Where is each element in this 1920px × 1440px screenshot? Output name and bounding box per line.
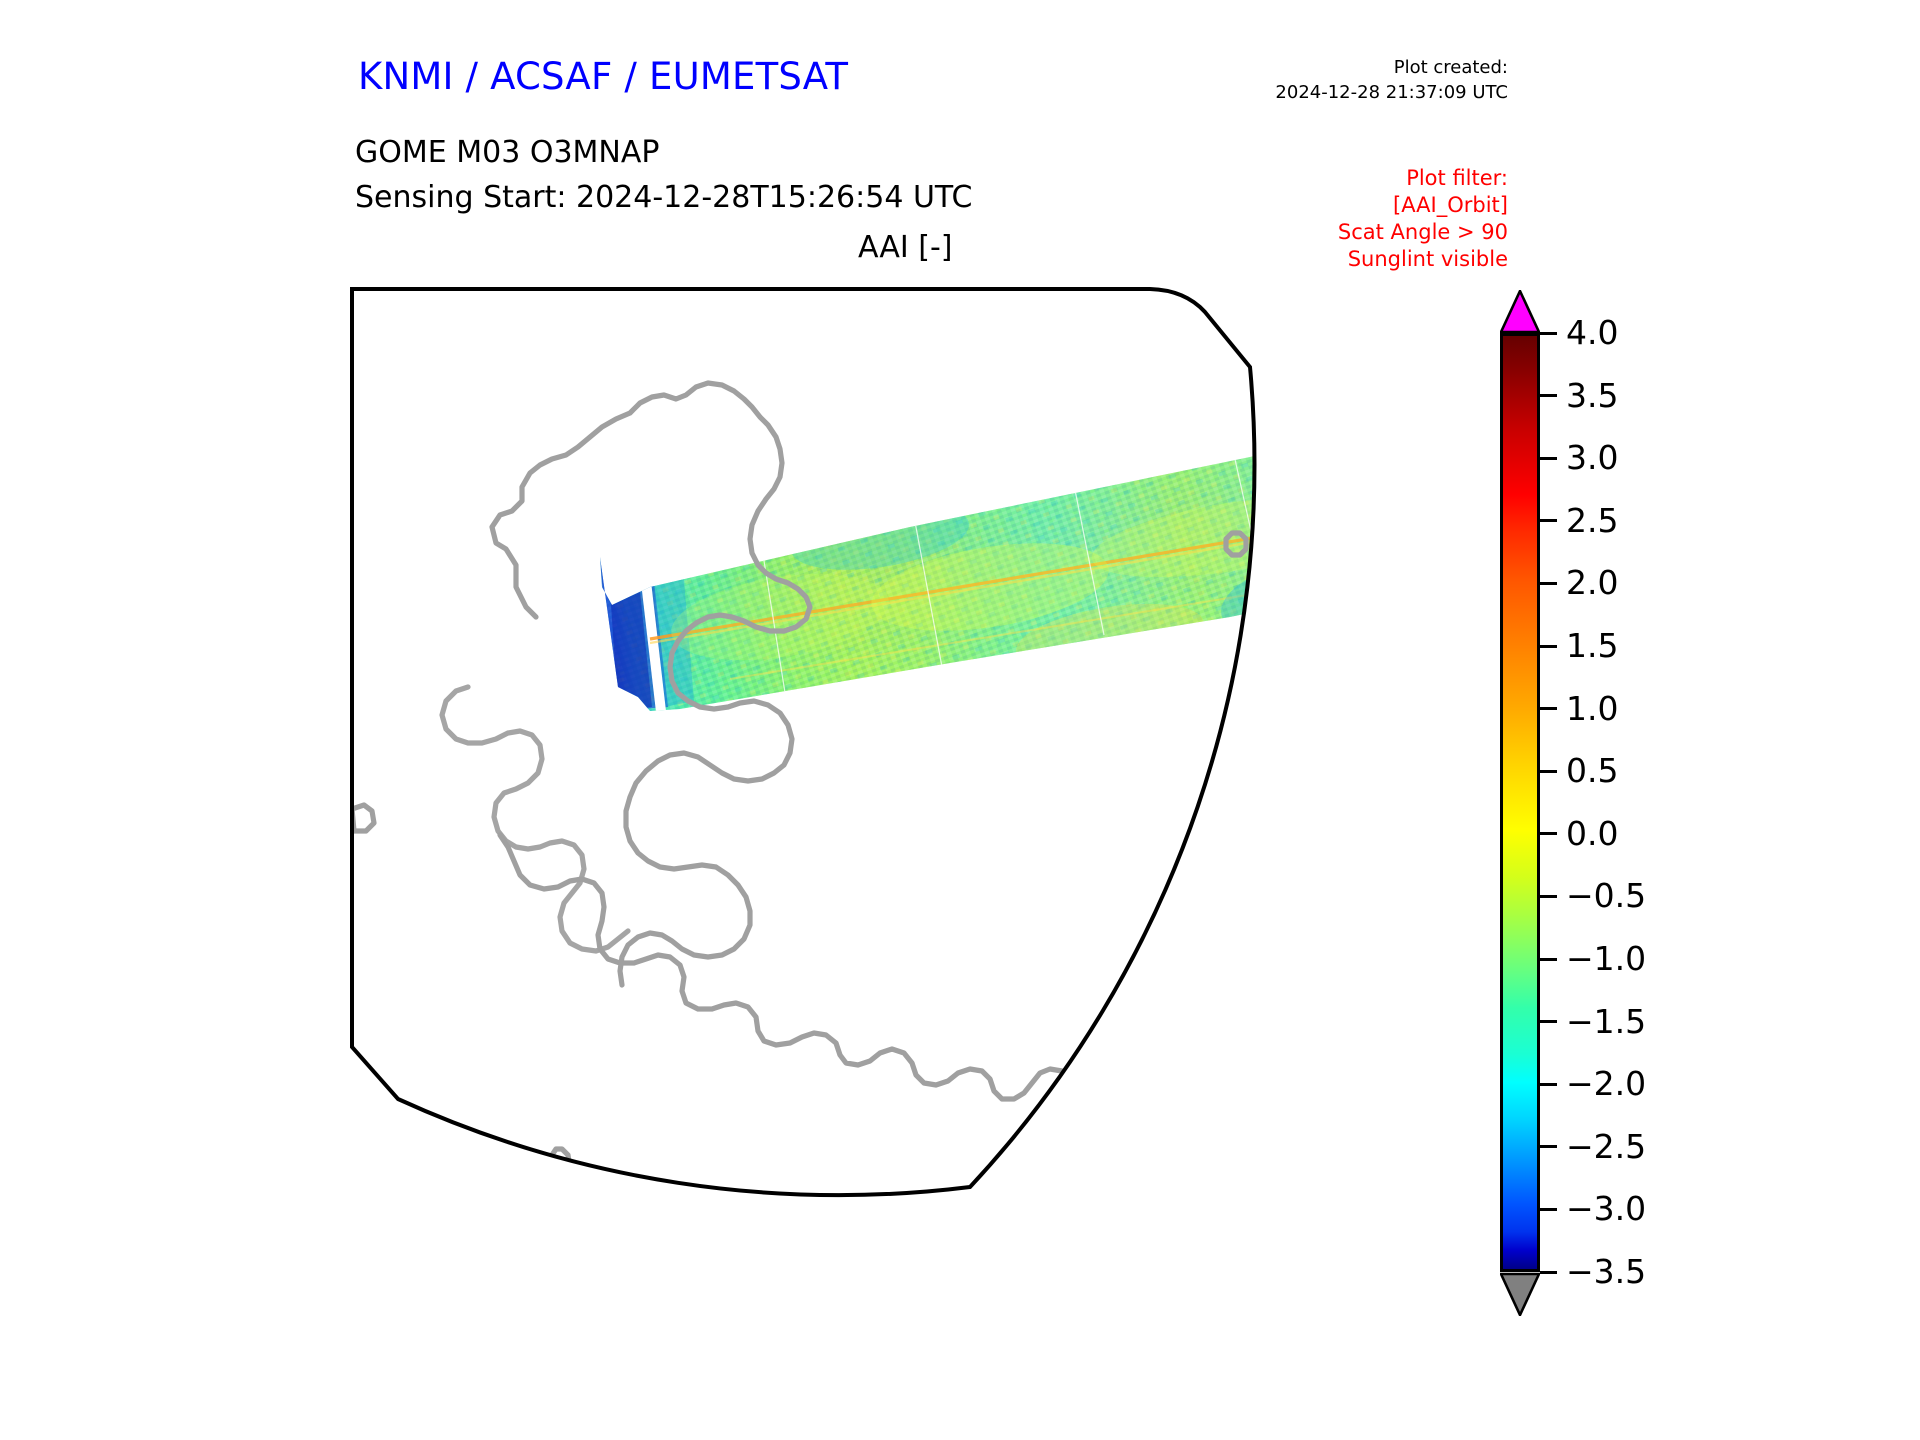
colorbar-gradient	[1500, 333, 1540, 1272]
colorbar-tick-label: −2.0	[1566, 1064, 1647, 1104]
sensing-start-label: Sensing Start: 2024-12-28T15:26:54 UTC	[355, 180, 973, 215]
organisation-title: KNMI / ACSAF / EUMETSAT	[358, 55, 849, 98]
colorbar-tick-label: −1.0	[1566, 939, 1647, 978]
colorbar-tick	[1540, 394, 1557, 398]
colorbar-tick	[1540, 769, 1557, 773]
colorbar-tick	[1540, 1082, 1557, 1086]
colorbar-tick-label: −2.5	[1566, 1126, 1647, 1166]
colorbar-tick-label: 0.0	[1566, 813, 1619, 853]
page-title: AAI [-]	[858, 230, 953, 265]
map-plot-area[interactable]	[350, 287, 1490, 1297]
colorbar-tick	[1540, 1207, 1557, 1211]
plot-created-block: Plot created: 2024-12-28 21:37:09 UTC	[1188, 55, 1508, 105]
colorbar-tick	[1540, 957, 1557, 961]
plot-filter-sunglint: Sunglint visible	[1347, 247, 1508, 271]
plot-created-label: Plot created:	[1393, 57, 1508, 78]
plot-filter-name: [AAI_Orbit]	[1393, 193, 1508, 217]
colorbar-tick	[1540, 1145, 1557, 1149]
colorbar-tick-label: −1.5	[1566, 1001, 1647, 1041]
colorbar-over-range-arrow	[1500, 290, 1540, 333]
colorbar-tick	[1540, 832, 1557, 836]
swath-data-layer	[600, 415, 1255, 711]
colorbar-tick-label: 1.5	[1566, 626, 1619, 665]
colorbar-tick	[1540, 1020, 1557, 1024]
map-svg	[350, 287, 1257, 1198]
plot-filter-block: Plot filter: [AAI_Orbit] Scat Angle > 90…	[1188, 165, 1508, 273]
colorbar-under-range-arrow	[1500, 1272, 1540, 1316]
colorbar-tick-label: 3.0	[1566, 438, 1619, 478]
colorbar-tick	[1540, 894, 1557, 898]
instrument-label: GOME M03 O3MNAP	[355, 135, 660, 170]
plot-created-timestamp: 2024-12-28 21:37:09 UTC	[1275, 82, 1508, 103]
colorbar-tick	[1540, 519, 1557, 523]
colorbar-tick	[1540, 644, 1557, 648]
colorbar-tick	[1540, 707, 1557, 711]
coastline-layer	[352, 380, 1249, 1184]
colorbar-tick-label: 3.5	[1566, 375, 1619, 415]
colorbar-tick	[1540, 581, 1557, 585]
colorbar-tick	[1540, 1270, 1557, 1274]
colorbar-tick-label: 2.0	[1566, 563, 1619, 603]
plot-filter-label: Plot filter:	[1406, 166, 1508, 190]
colorbar-tick-label: 1.0	[1566, 688, 1619, 728]
colorbar[interactable]: 4.0 3.5 3.0 2.5 2.0 1.5 1.0 0.5 0.0 −0.5 −1.0 −1.5 −…	[1498, 290, 1828, 1320]
colorbar-tick-label: 2.5	[1566, 500, 1619, 540]
colorbar-tick-label: 4.0	[1566, 313, 1619, 352]
plot-filter-scat-angle: Scat Angle > 90	[1337, 220, 1508, 244]
colorbar-tick-label: 0.5	[1566, 751, 1619, 791]
colorbar-tick-label: −3.0	[1566, 1189, 1647, 1229]
colorbar-tick	[1540, 331, 1557, 335]
colorbar-tick-label: −3.5	[1566, 1252, 1647, 1291]
map-frame-border	[350, 287, 1257, 1198]
colorbar-tick	[1540, 456, 1557, 460]
colorbar-tick-label: −0.5	[1566, 876, 1647, 916]
